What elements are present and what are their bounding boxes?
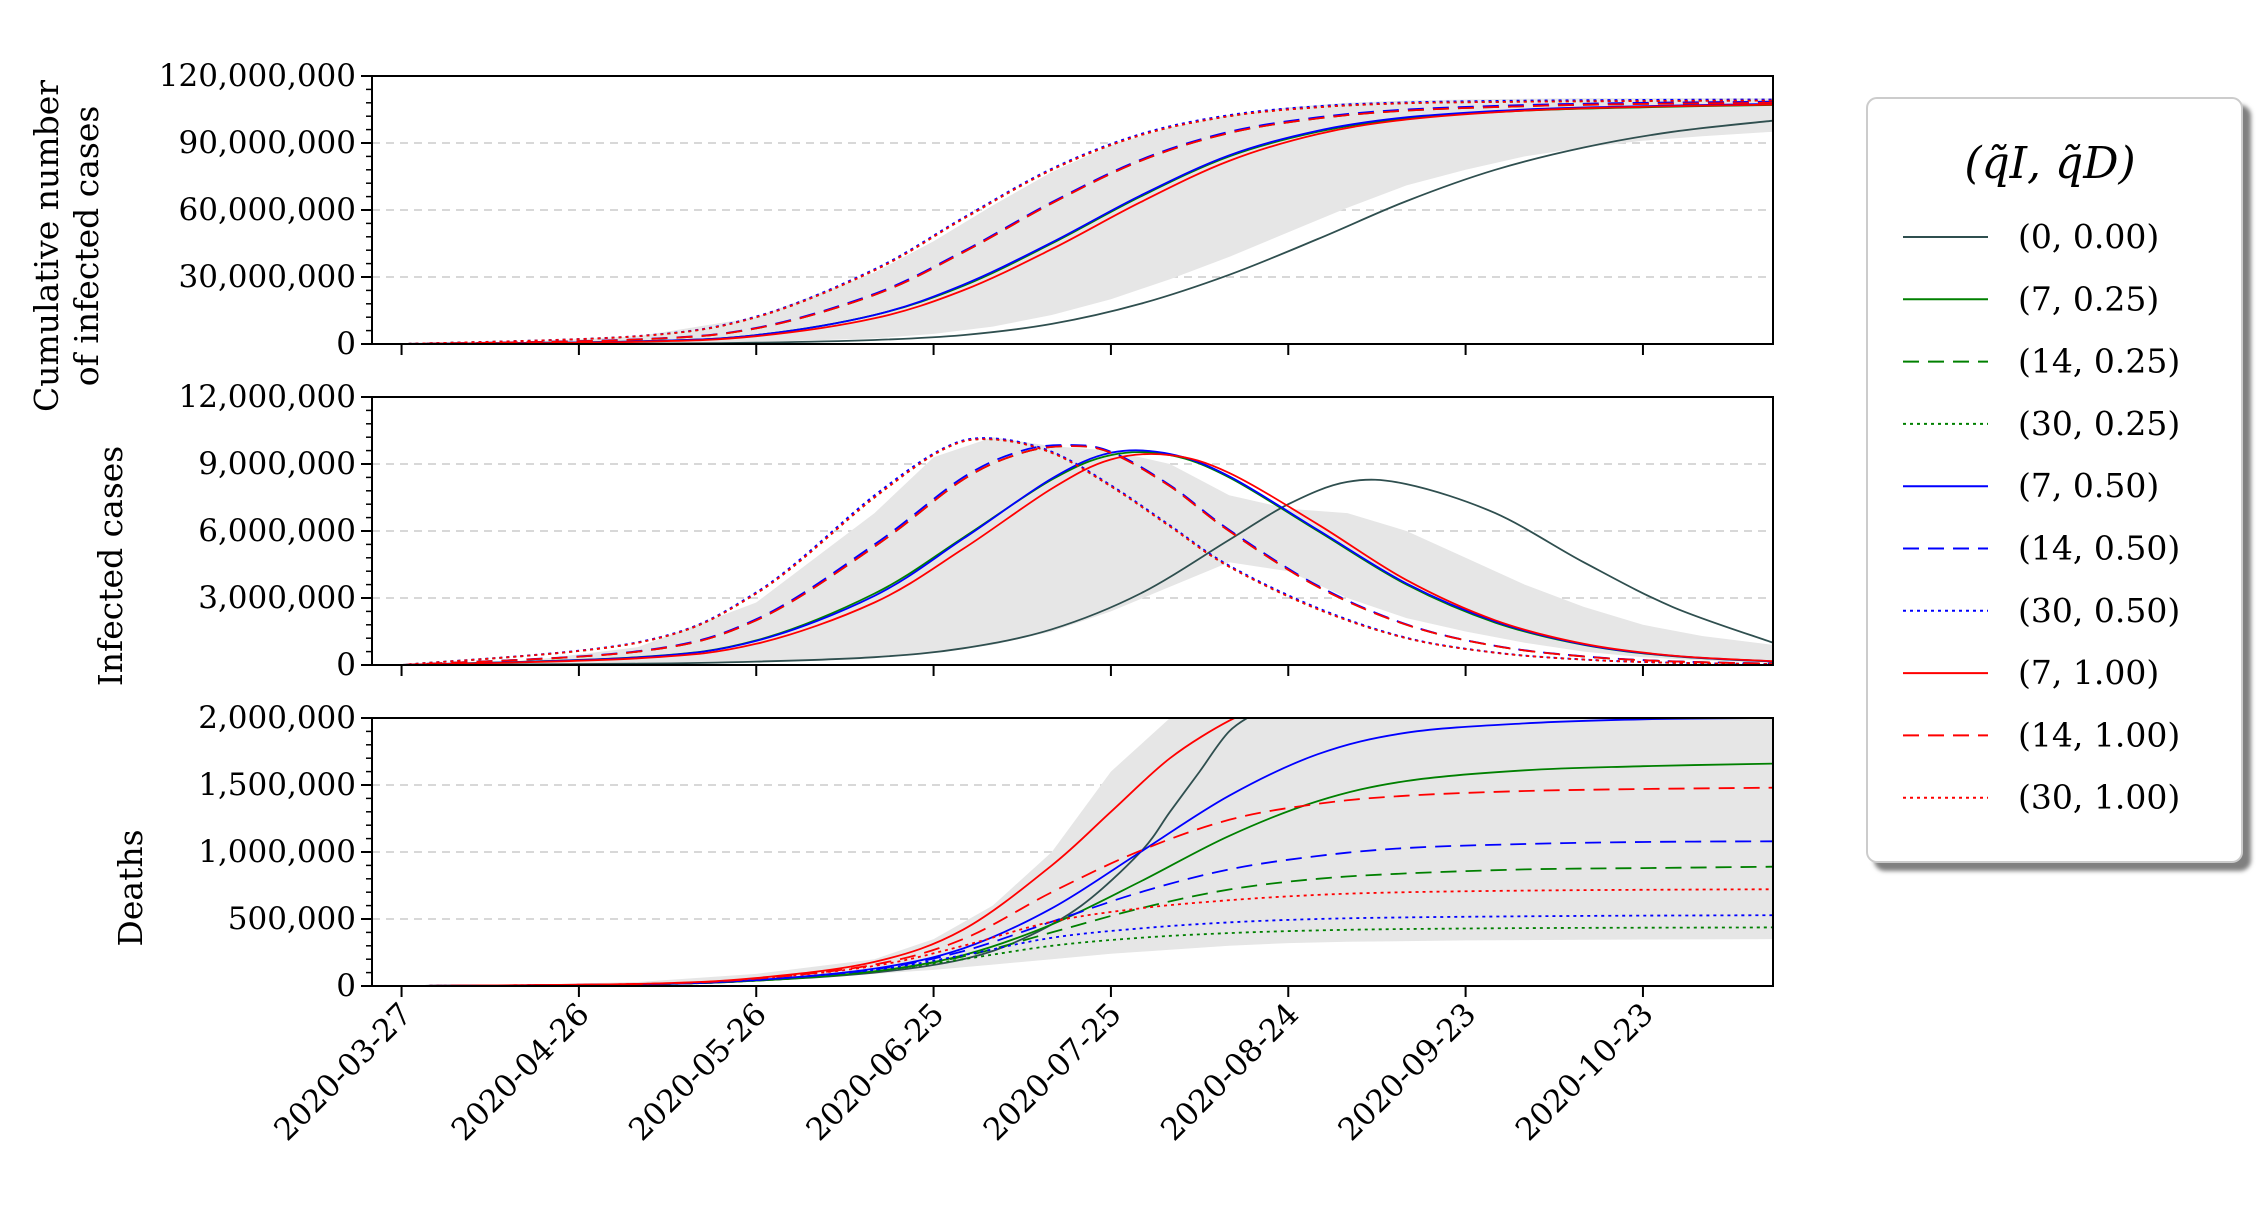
cumulative-y-tick-label: 0	[336, 326, 356, 362]
infected-confidence-band	[401, 437, 1773, 665]
legend-label: (14, 0.50)	[2018, 529, 2180, 568]
legend-label: (0, 0.00)	[2018, 217, 2159, 256]
panel-infected: 0 3,000,000 6,000,000 9,000,000 12,000,000 I…	[91, 379, 1774, 686]
legend: (q̃I, q̃D) (0, 0.00)(7, 0.25)(14, 0.25)(…	[1866, 97, 2243, 863]
panel-deaths-ylabel: Deaths	[111, 829, 150, 946]
x-tick-label: 2020-10-23	[1509, 996, 1661, 1148]
deaths-series-7-0.50	[401, 718, 1773, 986]
panel-cumulative-ticks: 0 30,000,000 60,000,000 90,000,000 120,000,0…	[159, 58, 1774, 362]
legend-label: (30, 1.00)	[2018, 778, 2180, 817]
x-tick-label: 2020-07-25	[977, 996, 1129, 1148]
cumulative-y-tick-label: 30,000,000	[179, 259, 357, 295]
deaths-series-14-0.50	[401, 840, 1773, 986]
legend-label: (30, 0.50)	[2018, 591, 2180, 630]
deaths-y-tick-label: 1,500,000	[198, 767, 356, 803]
legend-box	[1866, 97, 2243, 863]
panel-deaths-band	[401, 718, 1773, 986]
deaths-y-tick-label: 500,000	[228, 901, 356, 937]
x-tick-label: 2020-09-23	[1331, 996, 1483, 1148]
x-axis-tick-labels: 2020-03-27 2020-04-26 2020-05-26 2020-06-25…	[267, 996, 1660, 1148]
cumulative-series-30-1.00	[401, 99, 1773, 344]
legend-title: (q̃I, q̃D)	[1964, 138, 2135, 189]
deaths-confidence-band	[401, 718, 1773, 986]
panel-infected-band	[401, 437, 1773, 665]
legend-label: (7, 1.00)	[2018, 653, 2159, 692]
infected-series-0-0.00	[401, 478, 1773, 665]
infected-y-tick-label: 3,000,000	[198, 580, 356, 616]
deaths-series-14-0.25	[401, 865, 1773, 986]
x-tick-label: 2020-03-27	[267, 996, 419, 1148]
deaths-series-14-1.00	[401, 786, 1773, 986]
cumulative-series-7-1.00	[401, 103, 1773, 344]
panel-cumulative-ylabel-line1: Cumulative number	[27, 80, 66, 412]
legend-entries: (0, 0.00) (7, 0.25) (14, 0.25) (30, 0.25) (7…	[1903, 217, 2180, 817]
cumulative-y-tick-label: 90,000,000	[179, 125, 357, 161]
cumulative-series-30-0.50	[401, 98, 1773, 344]
deaths-y-tick-label: 1,000,000	[198, 834, 356, 870]
x-tick-label: 2020-05-26	[622, 996, 774, 1148]
legend-label: (7, 0.50)	[2018, 466, 2159, 505]
x-tick-label: 2020-08-24	[1154, 996, 1306, 1148]
panel-cumulative: 0 30,000,000 60,000,000 90,000,000 120,000,0…	[27, 58, 1774, 412]
cumulative-series-14-0.50	[401, 100, 1773, 344]
panel-infected-ticks: 0 3,000,000 6,000,000 9,000,000 12,000,000	[179, 379, 1774, 683]
infected-y-tick-label: 12,000,000	[179, 379, 357, 415]
panel-cumulative-band	[401, 98, 1773, 344]
infected-y-tick-label: 6,000,000	[198, 513, 356, 549]
cumulative-y-tick-label: 60,000,000	[179, 192, 357, 228]
infected-series-7-1.00	[401, 453, 1773, 665]
panel-infected-ylabel: Infected cases	[91, 446, 130, 686]
cumulative-confidence-band	[401, 98, 1773, 344]
infected-series-30-1.00	[401, 438, 1773, 665]
panel-deaths-lines	[401, 718, 1773, 986]
legend-label: (14, 1.00)	[2018, 715, 2180, 754]
legend-label: (7, 0.25)	[2018, 279, 2159, 318]
x-tick-label: 2020-06-25	[799, 996, 951, 1148]
panel-deaths: 0 500,000 1,000,000 1,500,000 2,000,000 Deat…	[111, 700, 1774, 1004]
deaths-series-30-1.00	[401, 888, 1773, 986]
cumulative-y-tick-label: 120,000,000	[159, 58, 356, 94]
deaths-y-tick-label: 0	[336, 968, 356, 1004]
legend-label: (30, 0.25)	[2018, 404, 2180, 443]
deaths-y-tick-label: 2,000,000	[198, 700, 356, 736]
infected-series-14-1.00	[401, 445, 1773, 665]
panel-deaths-ticks: 0 500,000 1,000,000 1,500,000 2,000,000	[198, 700, 1774, 1004]
infected-y-tick-label: 9,000,000	[198, 446, 356, 482]
x-tick-label: 2020-04-26	[445, 996, 597, 1148]
infected-y-tick-label: 0	[336, 647, 356, 683]
cumulative-series-14-1.00	[401, 101, 1773, 344]
panel-cumulative-ylabel-line2: of infected cases	[67, 106, 106, 387]
legend-label: (14, 0.25)	[2018, 342, 2180, 381]
panel-infected-lines	[401, 437, 1773, 665]
